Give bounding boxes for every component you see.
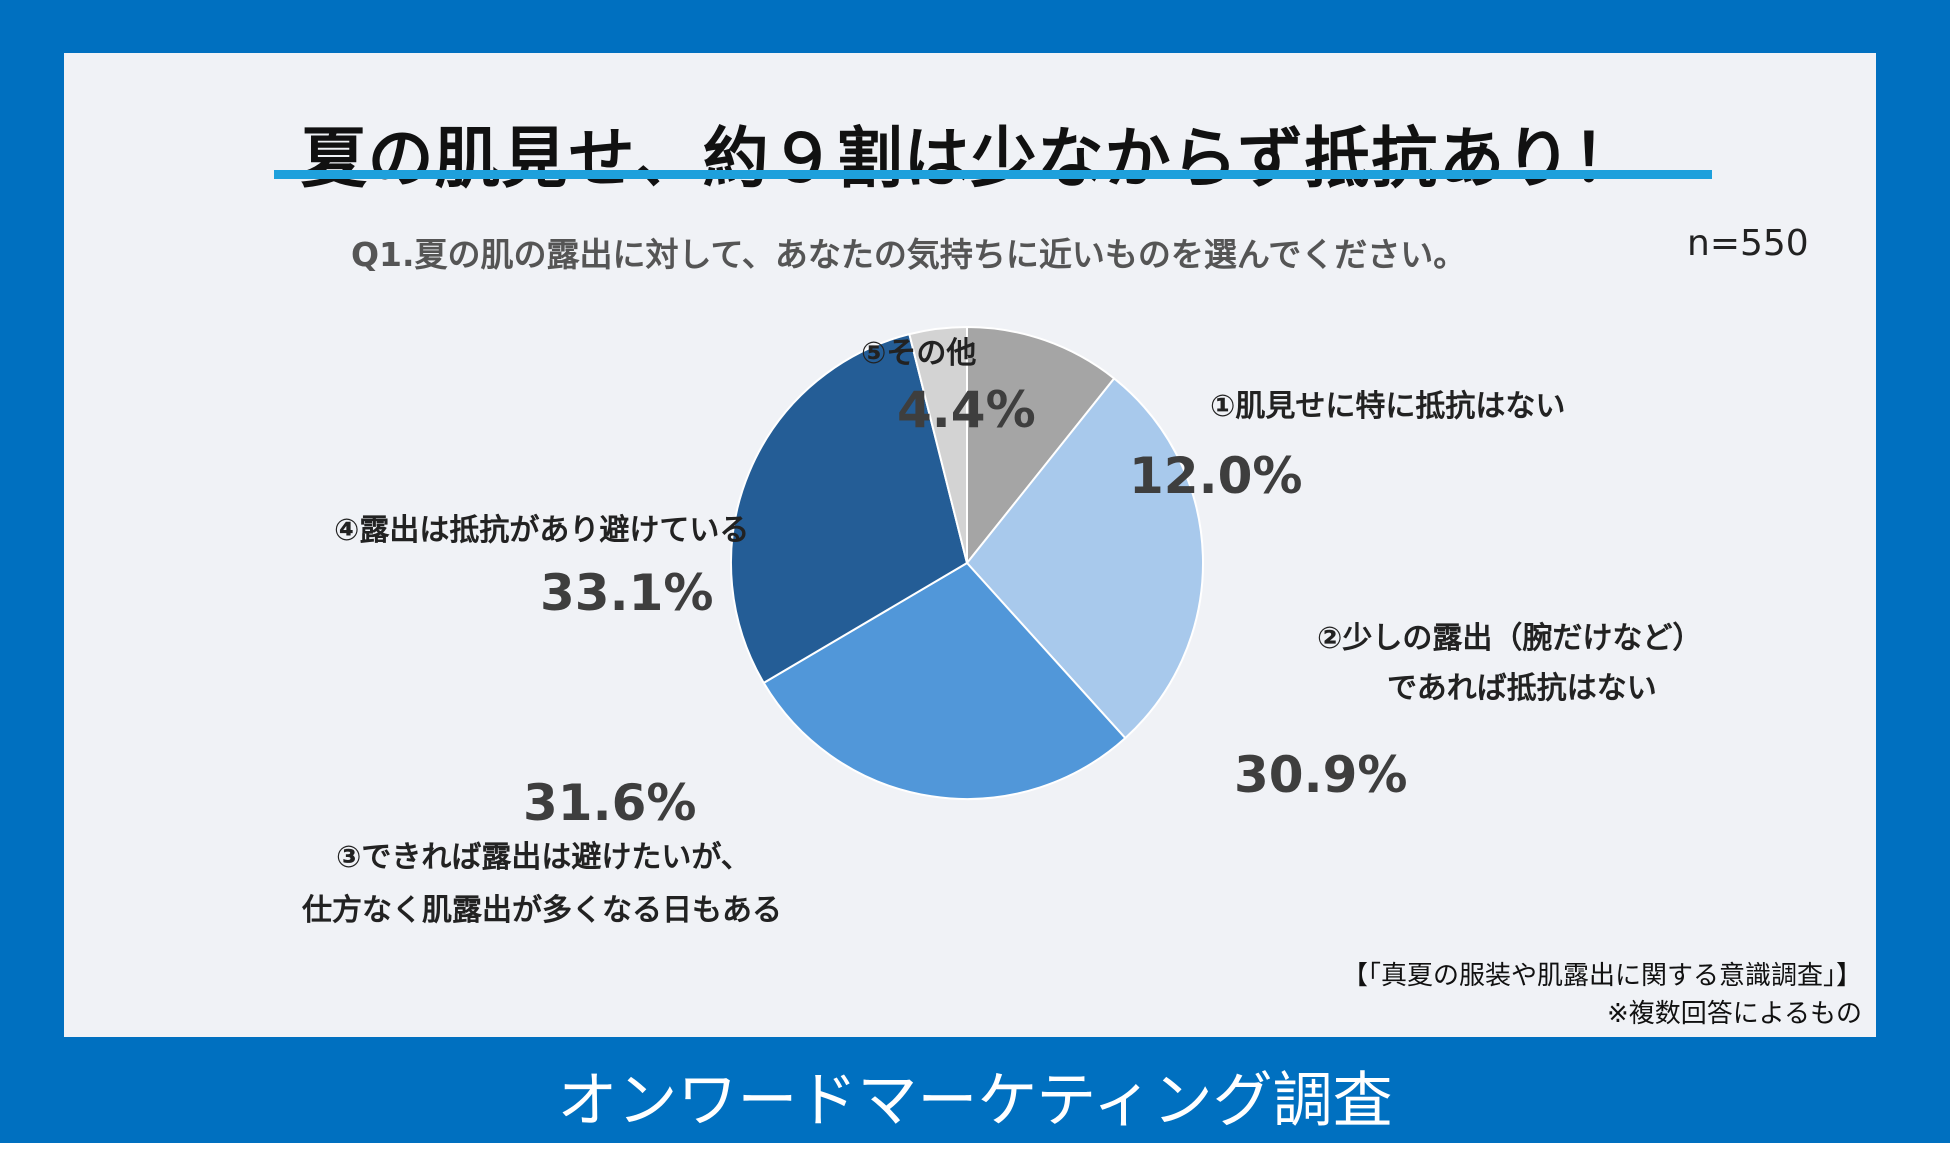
multi-answer-note: ※複数回答によるもの bbox=[1606, 999, 1862, 1029]
slice-label-2-line2: であれば抵抗はない bbox=[1387, 671, 1657, 706]
source-note: 【「真夏の服装や肌露出に関する意識調査」】 bbox=[1341, 961, 1862, 991]
pie-slice-5 bbox=[908, 325, 968, 564]
slice-label-5: ⑤その他 bbox=[861, 336, 977, 371]
survey-question: Q1.夏の肌の露出に対して、あなたの気持ちに近いものを選んでください。 bbox=[351, 235, 1467, 274]
page-title: 夏の肌見せ、約９割は少なからず抵抗あり！ bbox=[300, 120, 1640, 197]
slice-value-2: 30.9% bbox=[1234, 746, 1408, 804]
chart-panel: 夏の肌見せ、約９割は少なからず抵抗あり！ Q1.夏の肌の露出に対して、あなたの気… bbox=[64, 53, 1876, 1037]
slice-label-2-line1: ②少しの露出（腕だけなど） bbox=[1317, 621, 1703, 656]
slice-value-1: 12.0% bbox=[1129, 447, 1303, 505]
pie-slice-4 bbox=[730, 332, 969, 685]
slice-label-3-line1: ③できれば露出は避けたいが、 bbox=[336, 840, 751, 875]
title-underline bbox=[274, 170, 1712, 179]
pie-slice-1 bbox=[966, 325, 1116, 566]
slice-label-4: ④露出は抵抗があり避けている bbox=[334, 513, 750, 548]
slice-label-1: ①肌見せに特に抵抗はない bbox=[1210, 389, 1566, 424]
pie-slice-3 bbox=[762, 561, 1127, 800]
slice-value-5: 4.4% bbox=[897, 381, 1036, 439]
pie-chart bbox=[730, 325, 1204, 800]
slice-value-4: 33.1% bbox=[540, 564, 714, 622]
footer-title: オンワードマーケティング調査 bbox=[557, 1066, 1393, 1136]
slice-value-3: 31.6% bbox=[523, 774, 697, 832]
slice-label-3-line2: 仕方なく肌露出が多くなる日もある bbox=[302, 893, 782, 928]
sample-size: n=550 bbox=[1687, 223, 1809, 264]
pie-slice-2 bbox=[965, 377, 1204, 740]
